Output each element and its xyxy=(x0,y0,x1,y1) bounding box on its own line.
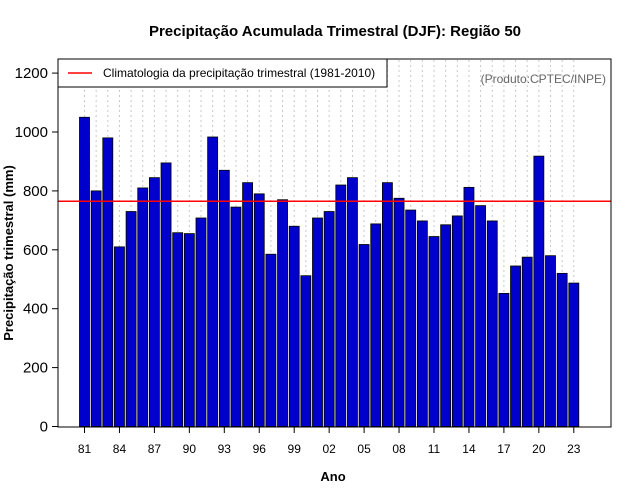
x-tick-label: 90 xyxy=(183,442,197,456)
legend-climatology-label: Climatologia da precipitação trimestral … xyxy=(103,66,375,80)
bar-2023 xyxy=(568,282,580,427)
bar-1990 xyxy=(183,233,195,427)
bar-1985 xyxy=(125,211,137,427)
x-axis-title: Ano xyxy=(320,469,345,484)
bar-2017 xyxy=(498,292,510,427)
bar-1983 xyxy=(102,137,114,427)
bar-2014 xyxy=(463,186,475,427)
y-tick-label: 1000 xyxy=(15,124,48,141)
bar-2006 xyxy=(370,223,382,427)
x-tick-label: 87 xyxy=(148,442,162,456)
legend-box xyxy=(57,58,388,88)
y-tick-label: 200 xyxy=(23,360,48,377)
bar-2020 xyxy=(533,155,545,427)
y-axis-title: Precipitação trimestral (mm) xyxy=(1,165,16,341)
y-tick-label: 0 xyxy=(40,419,48,436)
bar-2012 xyxy=(440,224,452,427)
bar-1982 xyxy=(90,190,102,427)
x-tick-label: 08 xyxy=(392,442,406,456)
bar-1981 xyxy=(79,116,90,427)
bar-2003 xyxy=(335,184,347,427)
bar-1993 xyxy=(218,169,230,427)
bar-1991 xyxy=(195,217,207,427)
bar-1995 xyxy=(242,182,254,427)
bar-2016 xyxy=(486,220,498,427)
x-tick-label: 96 xyxy=(253,442,267,456)
y-axis: 0 200 400 600 800 1000 1200 xyxy=(15,65,58,436)
bar-2009 xyxy=(405,209,417,427)
bars-layer xyxy=(79,116,580,427)
y-tick-label: 600 xyxy=(23,242,48,259)
bar-1999 xyxy=(288,225,300,427)
x-tick-label: 81 xyxy=(78,442,92,456)
bar-2001 xyxy=(312,217,323,427)
x-tick-label: 99 xyxy=(288,442,302,456)
chart-title: Precipitação Acumulada Trimestral (DJF):… xyxy=(149,23,521,40)
bar-2022 xyxy=(556,272,568,427)
bar-1987 xyxy=(148,177,160,427)
bar-2005 xyxy=(358,244,370,427)
bar-2004 xyxy=(347,177,358,427)
bar-2015 xyxy=(475,205,487,427)
bar-2018 xyxy=(510,265,521,427)
x-tick-label: 05 xyxy=(357,442,371,456)
bar-2008 xyxy=(393,197,405,427)
source-annotation: (Produto:CPTEC/INPE) xyxy=(481,72,606,86)
bar-1996 xyxy=(253,193,265,427)
bar-2019 xyxy=(521,256,533,427)
y-tick-label: 800 xyxy=(23,183,48,200)
bar-2002 xyxy=(323,211,335,427)
bar-1998 xyxy=(277,199,288,427)
x-tick-label: 84 xyxy=(113,442,127,456)
bar-1992 xyxy=(207,136,219,427)
y-tick-label: 1200 xyxy=(15,65,48,82)
bar-1994 xyxy=(230,206,242,427)
bar-2007 xyxy=(381,182,393,427)
bar-2013 xyxy=(451,215,463,427)
x-tick-label: 93 xyxy=(218,442,232,456)
bar-2021 xyxy=(545,255,556,427)
x-tick-label: 11 xyxy=(428,442,441,456)
x-tick-label: 23 xyxy=(567,442,581,456)
bar-2010 xyxy=(416,220,428,427)
x-tick-label: 17 xyxy=(497,442,511,456)
x-axis: 81 84 87 90 93 96 99 02 05 08 11 14 17 20 23 xyxy=(78,427,581,456)
bar-1989 xyxy=(172,232,184,427)
x-tick-label: 20 xyxy=(532,442,546,456)
x-tick-label: 02 xyxy=(322,442,336,456)
legend: Climatologia da precipitação trimestral … xyxy=(57,58,388,88)
bar-1986 xyxy=(137,187,149,427)
bar-1984 xyxy=(114,246,125,427)
bar-1997 xyxy=(265,253,277,427)
y-tick-label: 400 xyxy=(23,301,48,318)
bar-2000 xyxy=(300,275,312,427)
bar-2011 xyxy=(428,236,440,427)
bar-1988 xyxy=(160,162,172,427)
x-tick-label: 14 xyxy=(462,442,476,456)
